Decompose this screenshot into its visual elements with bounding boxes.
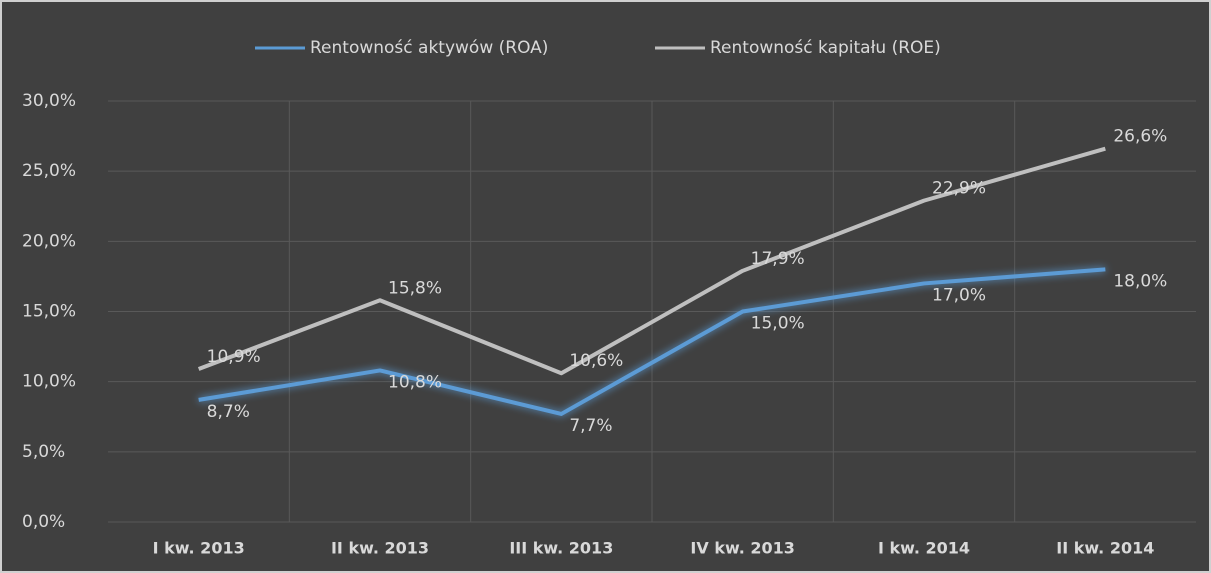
data-label: 22,9%: [932, 179, 986, 199]
x-tick-label: II kw. 2014: [1056, 539, 1154, 558]
legend-label: Rentowność aktywów (ROA): [310, 38, 548, 58]
data-label: 17,0%: [932, 285, 986, 305]
y-tick-label: 10,0%: [22, 372, 76, 392]
data-label: 26,6%: [1113, 127, 1167, 147]
y-tick-label: 25,0%: [22, 161, 76, 181]
y-tick-label: 5,0%: [22, 442, 65, 462]
data-label: 15,8%: [388, 278, 442, 298]
y-tick-label: 20,0%: [22, 231, 76, 251]
x-tick-label: I kw. 2013: [153, 539, 245, 558]
series-line: [197, 146, 1106, 376]
data-label: 18,0%: [1113, 271, 1167, 291]
data-label: 15,0%: [751, 314, 805, 334]
x-tick-label: II kw. 2013: [331, 539, 429, 558]
data-label: 7,7%: [569, 416, 612, 436]
y-tick-label: 0,0%: [22, 512, 65, 532]
y-tick-label: 30,0%: [22, 91, 76, 111]
x-tick-label: I kw. 2014: [878, 539, 970, 558]
data-label: 10,6%: [569, 351, 623, 371]
legend-label: Rentowność kapitału (ROE): [710, 38, 941, 58]
data-label: 10,8%: [388, 372, 442, 392]
series-line: [198, 267, 1106, 416]
data-label: 17,9%: [751, 249, 805, 269]
x-tick-label: IV kw. 2013: [690, 539, 794, 558]
data-label: 10,9%: [207, 347, 261, 367]
data-label: 8,7%: [207, 402, 250, 422]
y-tick-label: 15,0%: [22, 302, 76, 322]
x-tick-label: III kw. 2013: [509, 539, 613, 558]
